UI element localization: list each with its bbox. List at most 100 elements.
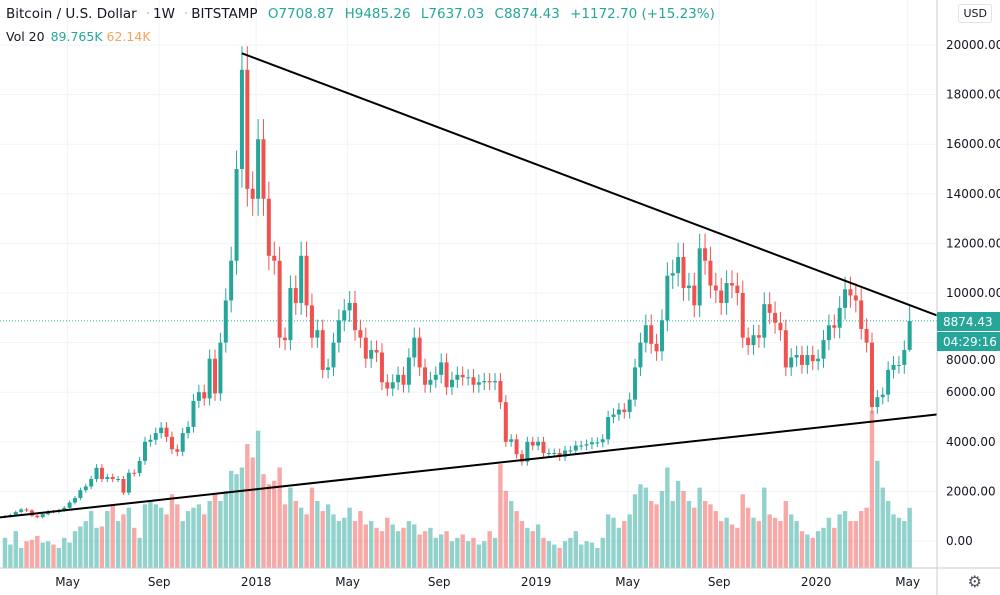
volume-bar xyxy=(191,507,196,568)
candle-body xyxy=(320,330,325,370)
volume-bar xyxy=(573,531,579,568)
candle-body xyxy=(299,255,304,303)
candle-body xyxy=(536,441,541,446)
symbol-legend[interactable]: Bitcoin / U.S. Dollar · 1W · BITSTAMP O7708.… xyxy=(6,6,715,22)
trendlines[interactable] xyxy=(0,52,937,519)
volume-bar xyxy=(724,517,729,568)
y-tick-label: 10000.00 xyxy=(946,286,1000,300)
candle-body xyxy=(428,379,433,385)
candle-body xyxy=(907,320,912,350)
candle-body xyxy=(853,295,858,301)
volume-bar xyxy=(88,511,94,568)
volume-bar xyxy=(180,521,185,568)
candle-body xyxy=(73,498,78,503)
candle-body xyxy=(735,285,740,293)
volume-value: 89.765K xyxy=(50,29,103,44)
candle-body xyxy=(315,330,320,338)
volume-bar xyxy=(649,501,654,568)
candle-body xyxy=(546,452,551,454)
candle-body xyxy=(401,374,406,385)
candle-body xyxy=(789,357,794,368)
candle-body xyxy=(606,417,611,440)
candle-body xyxy=(703,248,708,261)
candle-body xyxy=(729,283,734,286)
volume-bar xyxy=(891,514,896,568)
candle-body xyxy=(638,342,643,368)
volume-bar xyxy=(325,504,331,568)
volume-bar xyxy=(277,467,282,568)
candle-body xyxy=(676,257,681,274)
volume-bar xyxy=(2,537,8,568)
volume-bar xyxy=(72,531,78,568)
low-value: L7637.03 xyxy=(420,6,485,22)
candle-body xyxy=(799,355,804,365)
price-axis[interactable]: 20000.00 18000.00 16000.00 14000.00 12000.00… xyxy=(946,38,1000,548)
x-tick-label: May xyxy=(55,575,80,589)
candle-body xyxy=(869,342,874,408)
volume-bar xyxy=(401,527,406,568)
volume-bar xyxy=(417,534,422,568)
volume-bar xyxy=(368,521,374,568)
volume-bar xyxy=(719,521,724,568)
volume-bar xyxy=(530,531,535,568)
candle-body xyxy=(423,367,428,385)
candle-body xyxy=(353,302,358,331)
candle-body xyxy=(756,335,761,338)
gear-icon[interactable]: ⚙ xyxy=(967,572,982,591)
volume-bar xyxy=(444,531,449,568)
candle-body xyxy=(541,441,546,453)
candle-body xyxy=(826,325,831,341)
candle-body xyxy=(110,477,115,479)
volume-bar xyxy=(659,490,665,568)
volume-bar xyxy=(272,480,277,568)
volume-bar xyxy=(492,537,498,568)
volume-bar xyxy=(643,487,649,568)
volume-bar xyxy=(342,517,347,568)
candle-body xyxy=(697,248,702,306)
volume-bar xyxy=(794,521,799,568)
volume-bar xyxy=(654,504,659,568)
volume-bar xyxy=(471,537,476,568)
candle-body xyxy=(213,358,218,394)
symbol-name: Bitcoin / U.S. Dollar xyxy=(6,6,137,22)
candle-body xyxy=(126,472,131,493)
trendline[interactable] xyxy=(0,413,937,519)
volume-bar xyxy=(810,537,815,568)
volume-bar xyxy=(460,534,465,568)
volume-bar xyxy=(751,517,756,568)
volume-bar xyxy=(622,521,627,568)
time-axis[interactable]: May Sep 2018 May Sep 2019 May Sep 2020 May xyxy=(55,575,920,589)
volume-bar xyxy=(595,547,600,568)
candle-body xyxy=(234,169,239,261)
currency-label[interactable]: USD xyxy=(958,4,992,23)
candle-body xyxy=(180,433,185,452)
volume-bar xyxy=(503,490,509,568)
candle-body xyxy=(471,377,476,385)
volume-bar xyxy=(223,490,228,568)
volume-bar xyxy=(546,541,552,568)
candle-body xyxy=(35,515,40,518)
candle-body xyxy=(611,414,616,417)
volume-legend[interactable]: Vol 20 89.765K 62.14K xyxy=(6,29,151,44)
candle-body xyxy=(406,357,411,385)
candle-body xyxy=(724,283,729,303)
candle-body xyxy=(121,479,126,493)
volume-bar xyxy=(885,501,891,568)
candle-body xyxy=(633,367,638,400)
trendline[interactable] xyxy=(241,52,937,317)
x-tick-label: 2018 xyxy=(241,575,272,589)
volume-bar xyxy=(352,521,358,568)
x-tick-label: 2019 xyxy=(521,575,552,589)
volume-bar xyxy=(578,544,584,568)
candle-body xyxy=(293,288,298,303)
candle-body xyxy=(175,449,180,452)
candle-body xyxy=(843,289,848,308)
volume-bar xyxy=(126,507,132,568)
volume-bar xyxy=(255,430,261,568)
candle-body xyxy=(379,352,384,383)
candle-body xyxy=(487,381,492,383)
volume-bar xyxy=(196,504,202,568)
candle-body xyxy=(466,377,471,379)
candle-body xyxy=(78,490,83,499)
